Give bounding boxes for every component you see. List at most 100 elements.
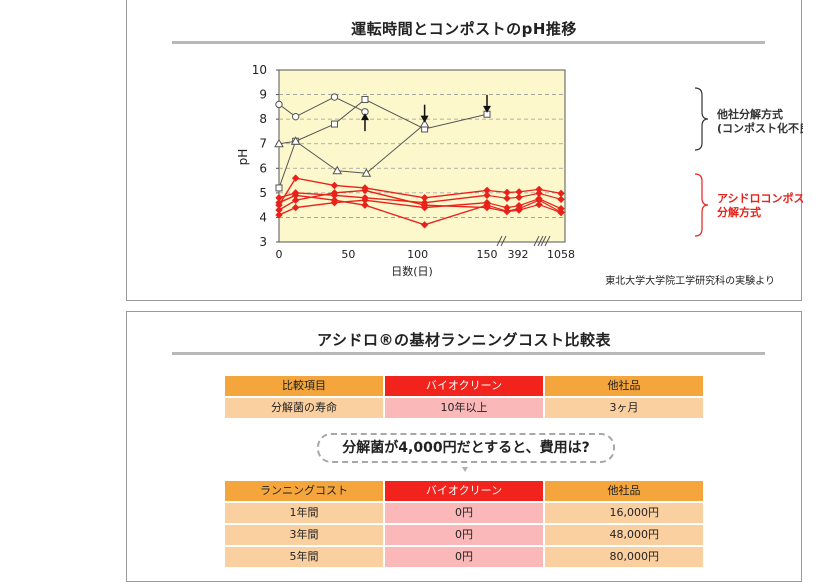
data-point-diamond <box>291 203 300 212</box>
x-tick-label: 50 <box>341 248 355 261</box>
x-tick-label: 100 <box>407 248 428 261</box>
data-point-diamond <box>515 193 523 202</box>
y-axis-label: pH <box>236 149 250 166</box>
data-point-diamond <box>483 201 491 209</box>
table2-header-bioclean: バイオクリーン <box>385 481 543 501</box>
data-point-diamond <box>420 221 429 229</box>
table-title-rule <box>172 352 765 355</box>
data-point-diamond <box>330 189 339 197</box>
data-point-diamond <box>420 203 429 212</box>
plot-background <box>278 69 566 243</box>
data-point-diamond <box>291 191 300 200</box>
y-tick-label: 8 <box>259 112 267 126</box>
group-label-other: (コンポスト化不良) <box>717 121 803 135</box>
data-point-diamond <box>275 211 283 219</box>
group-label-other: 他社分解方式 <box>716 107 783 121</box>
data-point-circle <box>330 93 339 101</box>
x-tick-label: 0 <box>276 248 283 261</box>
data-point-triangle <box>419 119 430 128</box>
x-axis-break-mark <box>544 235 551 247</box>
data-point-triangle <box>290 136 301 145</box>
data-point-diamond <box>483 191 491 200</box>
bracket-other-company <box>694 87 709 151</box>
data-point-diamond <box>330 181 339 190</box>
bracket-acidro <box>694 173 709 237</box>
cost-table-panel: アシドロ®の基材ランニングコスト比較表 比較項目 バイオクリーン 他社品 分解菌… <box>126 311 802 582</box>
x-axis-break-mark <box>496 235 503 247</box>
data-point-diamond <box>535 196 543 204</box>
x-tick-label: 392 <box>508 248 529 261</box>
y-tick-label: 6 <box>259 161 267 175</box>
data-point-diamond <box>557 208 565 216</box>
table1-header-bioclean: バイオクリーン <box>385 376 543 396</box>
y-tick-label: 4 <box>259 210 267 224</box>
x-tick-label: 150 <box>477 248 498 261</box>
data-point-circle <box>275 100 283 109</box>
y-tick-label: 10 <box>252 63 267 77</box>
table1-header-other: 他社品 <box>545 376 703 396</box>
ph-chart-panel: 運転時間とコンポストのpH推移 3 4 5 6 7 8 9 10 0 50 100 150 392 105… <box>126 0 803 301</box>
red-series-line <box>278 189 488 211</box>
chart-title-rule <box>172 41 765 44</box>
gray-series-line <box>278 98 488 189</box>
data-point-circle <box>291 112 300 121</box>
table2-row2-bioclean: 0円 <box>385 525 543 545</box>
x-tick-label: 1058 <box>547 248 575 261</box>
chart-panel-title: 運転時間とコンポストのpH推移 <box>351 20 577 38</box>
table2-row1-label: 1年間 <box>225 503 383 523</box>
data-point-square <box>330 120 338 128</box>
data-point-square <box>275 184 283 192</box>
data-point-triangle <box>332 165 343 175</box>
x-axis-break-mark <box>500 235 507 247</box>
red-series-line <box>278 177 488 206</box>
data-point-diamond <box>291 174 300 182</box>
group-label-acidro: アシドロコンポスト <box>717 191 803 205</box>
data-point-triangle <box>361 168 372 177</box>
data-point-diamond <box>361 186 369 195</box>
data-point-diamond <box>275 198 283 207</box>
y-tick-label: 7 <box>259 137 267 151</box>
group-label-acidro: 分解方式 <box>717 205 761 219</box>
data-point-square <box>361 95 369 103</box>
x-axis-break-mark <box>533 235 540 247</box>
y-tick-label: 3 <box>259 235 267 249</box>
table2-row3-label: 5年間 <box>225 547 383 567</box>
y-tick-label: 9 <box>259 88 267 102</box>
annotation-arrowhead-down <box>420 115 429 123</box>
table1-row-label: 分解菌の寿命 <box>225 398 383 418</box>
x-axis-break-mark <box>537 235 544 247</box>
red-series-line <box>278 194 488 226</box>
y-tick-label: 5 <box>259 186 267 200</box>
table-panel-title: アシドロ®の基材ランニングコスト比較表 <box>317 331 611 349</box>
table2-header-item: ランニングコスト <box>225 481 383 501</box>
data-point-diamond <box>503 207 511 215</box>
annotation-arrowhead-up <box>360 113 369 121</box>
table1-header-item: 比較項目 <box>225 376 383 396</box>
data-point-diamond <box>361 201 369 209</box>
cost-question-box: 分解菌が4,000円だとすると、費用は? <box>317 433 615 463</box>
red-series-line <box>278 199 488 216</box>
data-point-diamond <box>330 196 339 204</box>
data-point-diamond <box>515 204 523 213</box>
data-point-diamond <box>557 195 565 204</box>
table2-row3-bioclean: 0円 <box>385 547 543 567</box>
data-point-diamond <box>535 200 543 209</box>
question-arrow-icon <box>462 467 468 472</box>
source-note: 東北大学大学院工学研究科の実験より <box>605 274 775 287</box>
table2-header-other: 他社品 <box>545 481 703 501</box>
table2-row1-other: 16,000円 <box>545 503 703 523</box>
data-point-triangle <box>274 138 284 148</box>
data-point-diamond <box>291 196 300 204</box>
data-point-diamond <box>503 194 511 203</box>
x-axis-label: 日数(日) <box>391 265 433 278</box>
annotation-arrowhead-down <box>483 105 491 113</box>
x-axis-break-mark <box>540 235 547 247</box>
table2-row2-other: 48,000円 <box>545 525 703 545</box>
table1-row-other: 3ヶ月 <box>545 398 703 418</box>
table2-row3-other: 80,000円 <box>545 547 703 567</box>
table1-row-bioclean: 10年以上 <box>385 398 543 418</box>
gray-series-line <box>278 96 366 118</box>
table2-row1-bioclean: 0円 <box>385 503 543 523</box>
table2-row2-label: 3年間 <box>225 525 383 545</box>
